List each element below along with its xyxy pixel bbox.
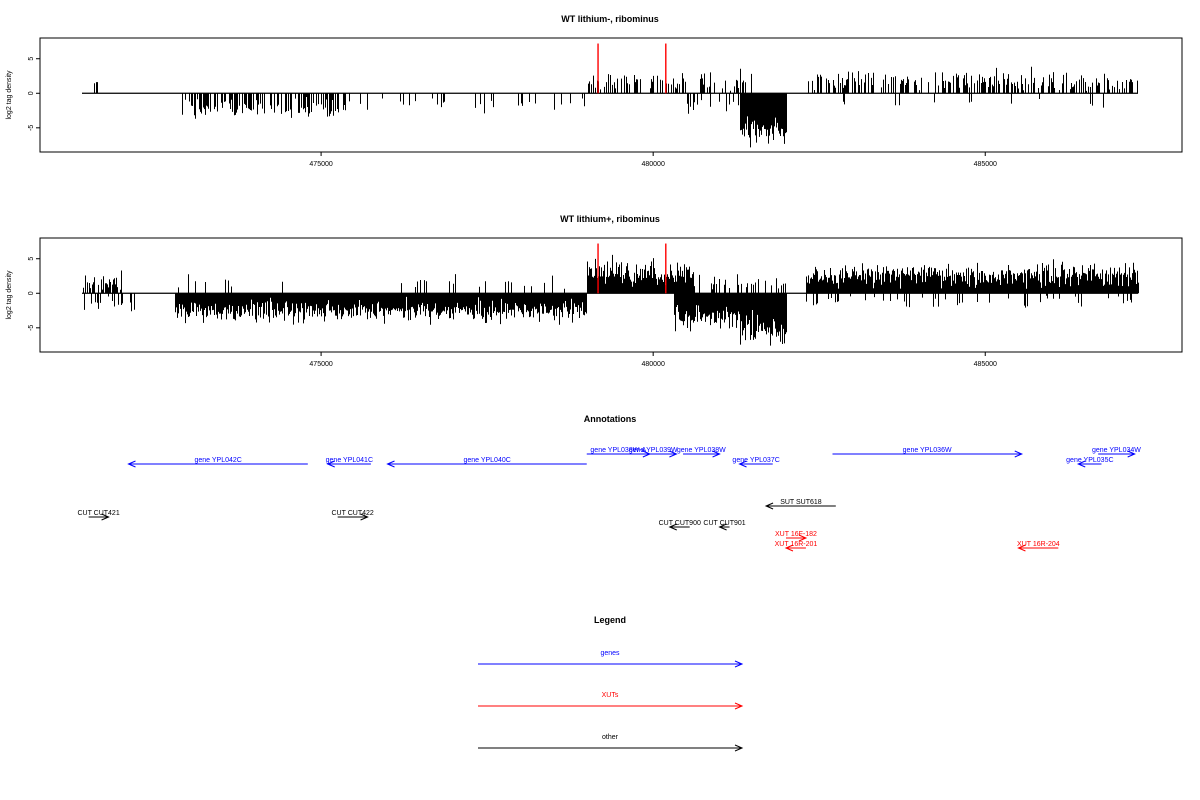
annotation-feature: XUT 16R-201 — [775, 541, 818, 552]
annotation-feature: gene YPL040C — [386, 457, 587, 468]
feature-label: XUT 16F-182 — [775, 531, 817, 538]
feature-label: gene YPL042C — [194, 457, 241, 464]
x-tick-label: 480000 — [641, 161, 664, 168]
y-axis: -5 0 5 — [28, 257, 40, 331]
annotation-feature: XUT 16F-182 — [775, 531, 817, 542]
feature-arrowhead — [1017, 544, 1026, 552]
y-tick-label: 0 — [28, 291, 35, 295]
track-panel-lithium-minus: WT lithium-, ribominus log2 tag density … — [6, 14, 1183, 168]
feature-label: CUT CUT422 — [332, 510, 374, 517]
legend-items: genes XUTs other — [478, 650, 744, 752]
x-tick-label: 475000 — [309, 161, 332, 168]
feature-label: XUT 16R-204 — [1017, 541, 1060, 548]
feature-label: gene YPL040C — [463, 457, 510, 464]
legend-label: genes — [600, 650, 620, 657]
annotations-title: Annotations — [584, 414, 637, 424]
legend-label: XUTs — [602, 692, 619, 699]
feature-arrowhead — [712, 450, 721, 458]
y-tick-label: -5 — [28, 125, 35, 131]
annotation-feature: gene YPL035C — [1066, 457, 1114, 468]
legend-title: Legend — [594, 615, 626, 625]
annotation-feature: CUT CUT901 — [703, 520, 746, 531]
feature-label: gene YPL038W-A — [590, 447, 646, 454]
panel-title: WT lithium+, ribominus — [560, 214, 660, 224]
annotation-feature: gene YPL041C — [326, 457, 373, 468]
feature-label: gene YPL039W — [629, 447, 678, 454]
x-tick-label: 475000 — [309, 361, 332, 368]
annotation-feature: CUT CUT422 — [332, 510, 374, 521]
annotation-feature: gene YPL038W — [677, 447, 726, 458]
y-axis: -5 0 5 — [28, 57, 40, 131]
feature-arrowhead — [386, 460, 395, 468]
feature-label: CUT CUT901 — [703, 520, 745, 527]
annotation-feature: gene YPL042C — [127, 457, 308, 468]
y-axis-label: log2 tag density — [6, 70, 13, 120]
feature-arrowhead — [127, 460, 136, 468]
x-tick-label: 485000 — [974, 161, 997, 168]
x-tick-label: 480000 — [641, 361, 664, 368]
annotation-feature: XUT 16R-204 — [1017, 541, 1060, 552]
feature-label: SUT SUT618 — [780, 499, 822, 506]
feature-arrowhead — [764, 502, 774, 510]
feature-arrowhead — [1014, 450, 1024, 458]
feature-label: gene YPL038W — [677, 447, 726, 454]
feature-label: gene YPL035C — [1066, 457, 1113, 464]
plot-frame — [39, 37, 1183, 153]
feature-arrowhead — [360, 513, 369, 521]
legend-item: other — [478, 734, 744, 752]
y-axis-label: log2 tag density — [6, 270, 13, 320]
legend-item: XUTs — [478, 692, 744, 710]
annotation-feature: gene YPL034W — [1092, 447, 1141, 458]
feature-arrowhead — [718, 523, 727, 531]
feature-arrowhead — [1127, 450, 1136, 458]
plot-frame — [39, 237, 1183, 353]
y-tick-label: 5 — [28, 257, 35, 261]
x-axis: 475000 480000 485000 — [309, 352, 997, 368]
highlight-markers — [597, 43, 667, 94]
feature-arrowhead — [1076, 460, 1086, 468]
panel-title: WT lithium-, ribominus — [561, 14, 659, 24]
feature-arrowhead — [326, 460, 335, 468]
annotation-feature: gene YPL036W — [832, 447, 1024, 458]
feature-arrowhead — [669, 450, 678, 458]
annotation-feature: gene YPL037C — [732, 457, 780, 468]
annotation-feature: SUT SUT618 — [764, 499, 836, 510]
feature-label: gene YPL036W — [903, 447, 952, 454]
y-tick-label: -5 — [28, 325, 35, 331]
x-axis: 475000 480000 485000 — [309, 152, 997, 168]
feature-arrowhead — [738, 460, 747, 468]
annotation-feature: CUT CUT900 — [659, 520, 701, 531]
legend-arrowhead — [734, 660, 744, 668]
feature-arrowhead — [101, 513, 110, 521]
feature-label: gene YPL034W — [1092, 447, 1141, 454]
annotations-track: Annotations gene YPL042C gene YPL041C gene… — [77, 414, 1141, 552]
density-bars — [94, 66, 1138, 148]
legend-arrowhead — [734, 702, 744, 710]
feature-arrowhead — [784, 544, 794, 552]
track-panel-lithium-plus: WT lithium+, ribominus log2 tag density … — [6, 214, 1183, 368]
legend-label: other — [602, 734, 619, 741]
highlight-markers — [597, 243, 667, 294]
feature-label: XUT 16R-201 — [775, 541, 818, 548]
x-tick-label: 485000 — [974, 361, 997, 368]
feature-arrowhead — [798, 534, 808, 542]
feature-label: CUT CUT900 — [659, 520, 701, 527]
y-tick-label: 0 — [28, 91, 35, 95]
feature-label: CUT CUT421 — [77, 510, 119, 517]
legend-item: genes — [478, 650, 744, 668]
annotation-feature: gene YPL039W — [629, 447, 678, 458]
feature-list: gene YPL042C gene YPL041C gene YPL040C gene… — [77, 447, 1141, 552]
y-tick-label: 5 — [28, 57, 35, 61]
legend-arrowhead — [734, 744, 744, 752]
feature-label: gene YPL037C — [732, 457, 779, 464]
legend: Legend genes XUTs other — [478, 615, 744, 752]
annotation-feature: CUT CUT421 — [77, 510, 120, 521]
feature-arrowhead — [668, 523, 677, 531]
density-bars — [83, 254, 1139, 346]
feature-label: gene YPL041C — [326, 457, 373, 464]
